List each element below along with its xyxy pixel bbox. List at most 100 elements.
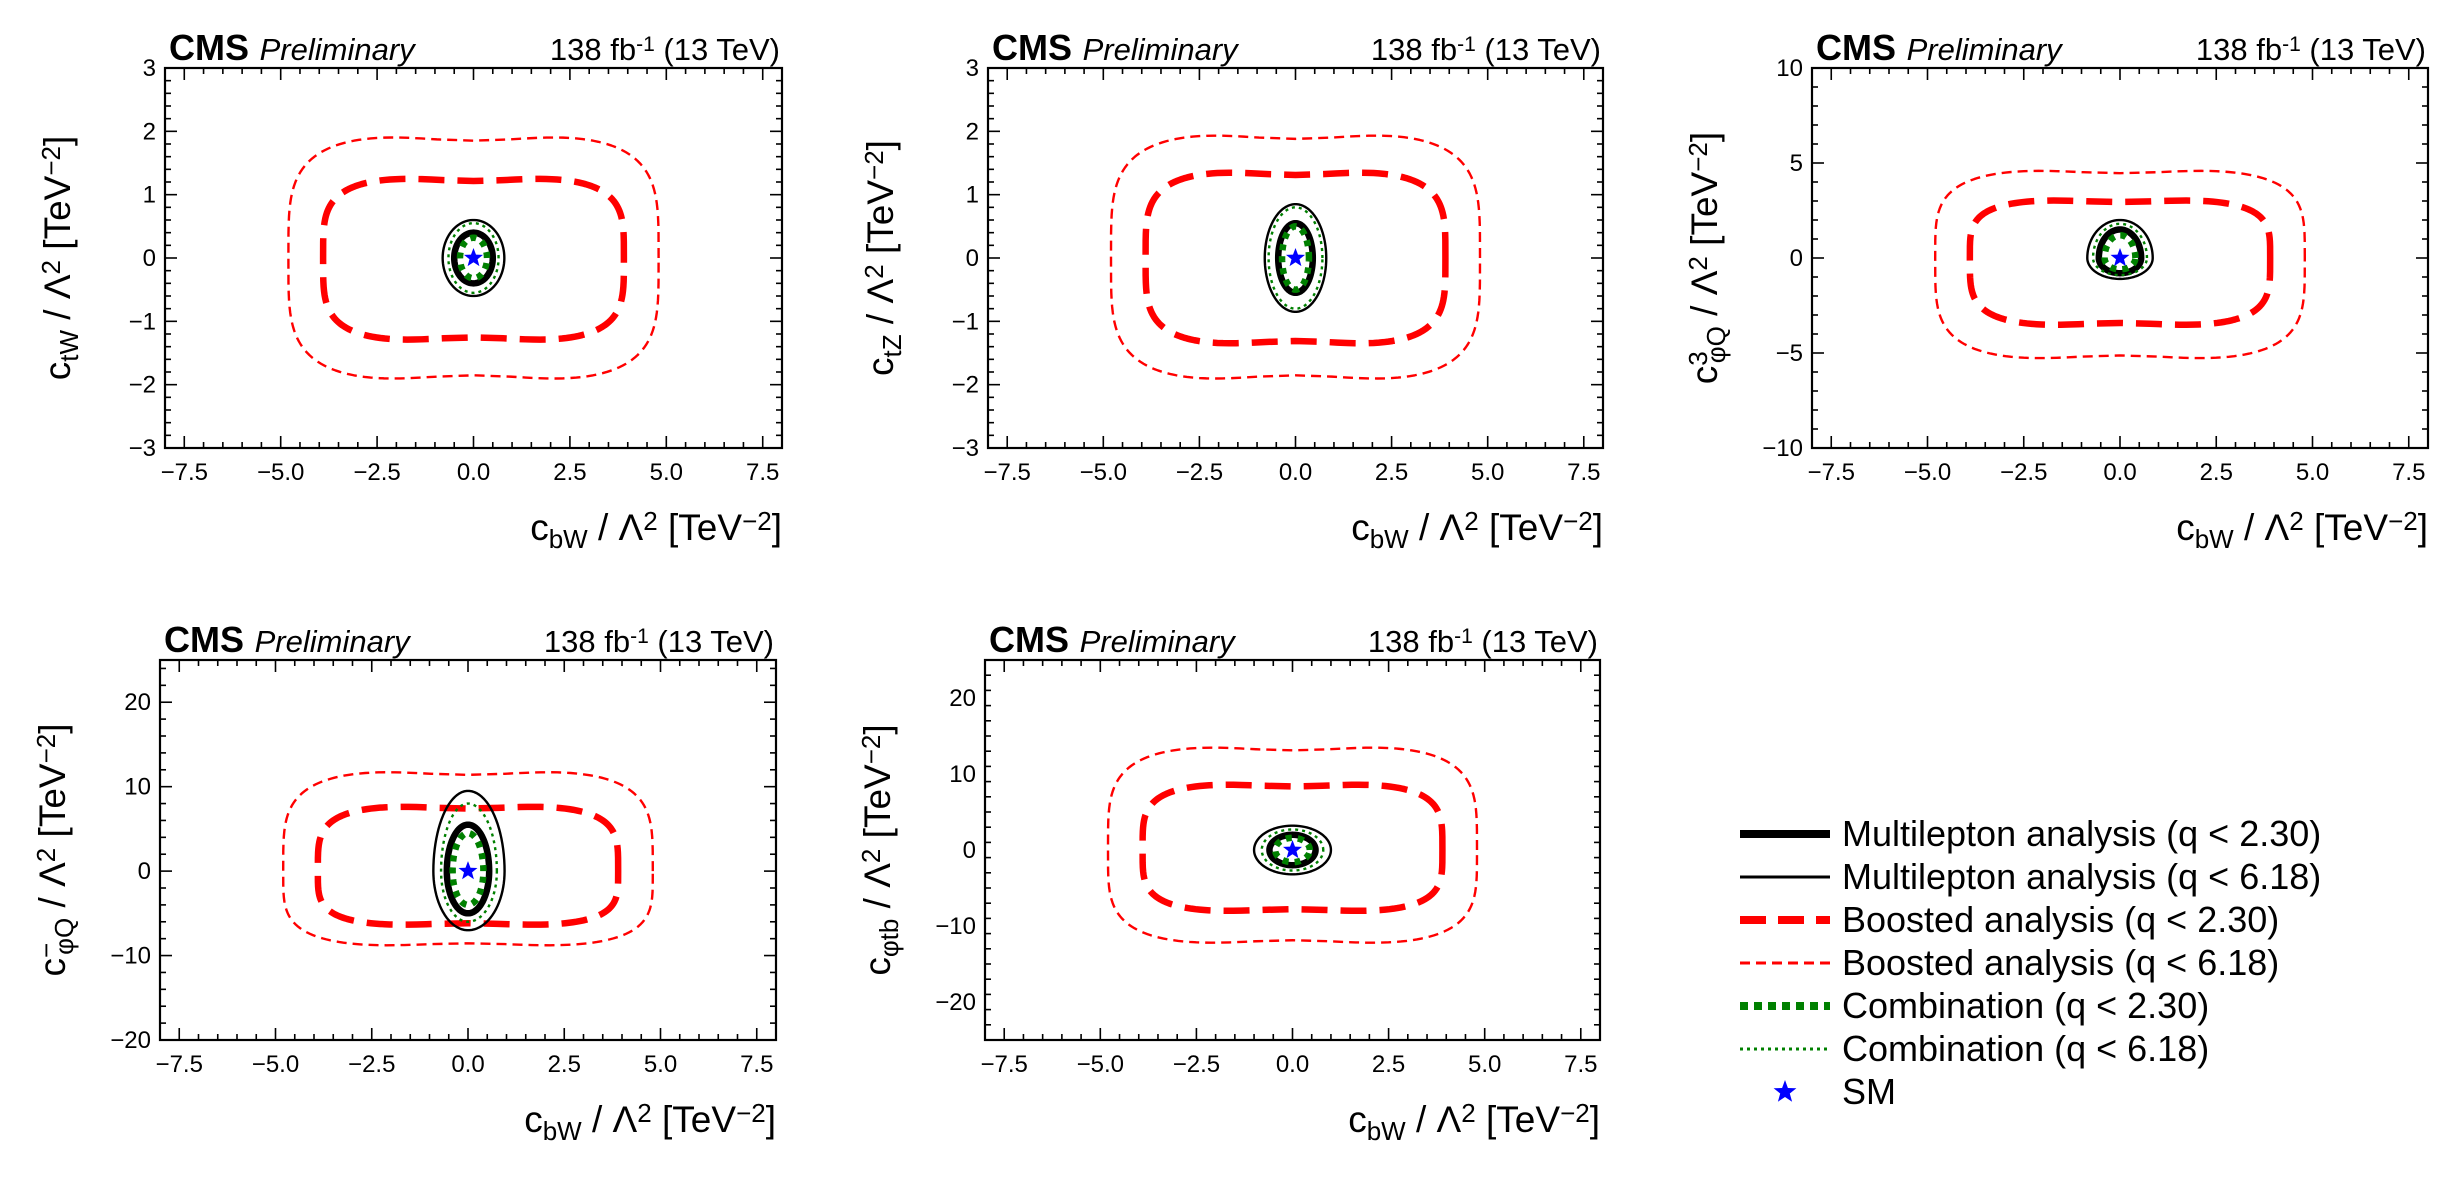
x-tick-label: −5.0 — [1080, 459, 1127, 486]
contour-combination-95 — [447, 221, 500, 295]
y-tick-label: −10 — [1762, 435, 1803, 462]
y-tick-label: 5 — [1790, 150, 1803, 177]
luminosity-label: 138 fb-1 (13 TeV) — [544, 624, 774, 659]
x-tick-label: 7.5 — [2392, 459, 2425, 486]
y-axis-label: ctW / Λ2 [TeV−2] — [36, 136, 84, 381]
sm-star-marker — [464, 248, 483, 267]
legend-label: Multilepton analysis (q < 2.30) — [1842, 813, 2321, 854]
contour-combination-95 — [439, 802, 499, 923]
chart-panel-5: −7.5 −5.0 −2.5 0.0 2.5 5.0 7.5 −20 −10 0 10 20 CMS P… — [856, 619, 1602, 1146]
contours — [1106, 746, 1479, 944]
contour-boosted-68 — [314, 803, 622, 928]
contour-boosted-95 — [287, 136, 660, 380]
x-tick-label: −7.5 — [156, 1051, 203, 1078]
experiment-label: CMS Preliminary — [169, 27, 417, 68]
y-tick-label: −2 — [129, 372, 156, 399]
y-tick-label: 0 — [1790, 245, 1803, 272]
sm-star-marker — [2110, 248, 2130, 267]
y-tick-label: 20 — [949, 685, 976, 712]
y-tick-label: 2 — [143, 118, 156, 145]
y-tick-label: −20 — [110, 1027, 151, 1054]
x-tick-label: 2.5 — [1375, 459, 1408, 486]
x-tick-label: 5.0 — [2296, 459, 2329, 486]
legend-entry-boosted-68: Boosted analysis (q < 2.30) — [1740, 899, 2279, 940]
y-tick-label: −3 — [952, 435, 979, 462]
x-tick-label: 2.5 — [548, 1051, 581, 1078]
x-tick-label: 2.5 — [2200, 459, 2233, 486]
chart-panel-3: −7.5 −5.0 −2.5 0.0 2.5 5.0 7.5 −10 −5 0 5 10 CMS Pre… — [1683, 27, 2430, 554]
y-tick-label: 1 — [966, 182, 979, 209]
legend-entry-multilepton-68: Multilepton analysis (q < 2.30) — [1740, 813, 2321, 854]
x-tick-label: 7.5 — [746, 459, 779, 486]
x-tick-label: 7.5 — [1567, 459, 1600, 486]
legend-label: Multilepton analysis (q < 6.18) — [1842, 856, 2321, 897]
legend-entry-combination-68: Combination (q < 2.30) — [1740, 985, 2209, 1026]
x-tick-label: −5.0 — [252, 1051, 299, 1078]
x-tick-label: −2.5 — [353, 459, 400, 486]
legend-entry-multilepton-95: Multilepton analysis (q < 6.18) — [1740, 856, 2321, 897]
contour-multilepton-68 — [450, 229, 497, 287]
legend: Multilepton analysis (q < 2.30)Multilept… — [1740, 813, 2321, 1112]
y-tick-label: −5 — [1776, 340, 1803, 367]
legend-label: SM — [1842, 1071, 1896, 1112]
contours — [1934, 169, 2306, 360]
x-tick-label: −7.5 — [161, 459, 208, 486]
x-tick-label: 5.0 — [644, 1051, 677, 1078]
x-tick-label: −2.5 — [1176, 459, 1223, 486]
x-tick-label: −7.5 — [1808, 459, 1855, 486]
contour-combination-68 — [449, 829, 487, 909]
contour-combination-68 — [2101, 231, 2139, 273]
plot-frame — [158, 658, 778, 1042]
sm-star-marker — [458, 861, 478, 880]
y-tick-label: 3 — [143, 55, 156, 82]
contour-boosted-95 — [282, 771, 654, 947]
luminosity-label: 138 fb-1 (13 TeV) — [550, 32, 780, 67]
x-tick-label: 7.5 — [1564, 1051, 1597, 1078]
luminosity-label: 138 fb-1 (13 TeV) — [2196, 32, 2426, 67]
chart-panel-1: −7.5 −5.0 −2.5 0.0 2.5 5.0 7.5 −3 −2 −1 0 1 2 3 CMS Pr… — [36, 27, 784, 554]
y-tick-label: −1 — [952, 308, 979, 335]
contour-combination-68 — [456, 234, 491, 282]
x-tick-label: 0.0 — [1276, 1051, 1309, 1078]
x-axis-label: cbW / Λ2 [TeV−2] — [2176, 506, 2428, 554]
luminosity-label: 138 fb-1 (13 TeV) — [1368, 624, 1598, 659]
y-tick-label: 2 — [966, 118, 979, 145]
x-tick-label: 0.0 — [451, 1051, 484, 1078]
contour-multilepton-95 — [441, 218, 506, 298]
contour-boosted-95 — [1109, 134, 1482, 380]
y-axis-label: ctZ / Λ2 [TeV−2] — [859, 140, 907, 376]
x-tick-label: −7.5 — [984, 459, 1031, 486]
contour-multilepton-95 — [2086, 218, 2154, 281]
experiment-label: CMS Preliminary — [989, 619, 1237, 660]
chart-panel-4: −7.5 −5.0 −2.5 0.0 2.5 5.0 7.5 −20 −10 0 10 20 CMS P… — [31, 619, 778, 1146]
x-tick-label: −2.5 — [348, 1051, 395, 1078]
contour-boosted-68 — [319, 175, 628, 343]
x-tick-label: 0.0 — [1279, 459, 1312, 486]
contours — [282, 771, 654, 947]
experiment-label: CMS Preliminary — [992, 27, 1240, 68]
y-axis-label: cφtb / Λ2 [TeV−2] — [856, 724, 904, 975]
y-tick-label: 1 — [143, 182, 156, 209]
contour-combination-68 — [1278, 223, 1313, 293]
y-tick-label: −20 — [935, 989, 976, 1016]
x-tick-label: 2.5 — [553, 459, 586, 486]
y-tick-label: −10 — [935, 913, 976, 940]
x-axis-label: cbW / Λ2 [TeV−2] — [530, 506, 782, 554]
y-tick-label: 10 — [949, 761, 976, 788]
contour-boosted-95 — [1934, 169, 2306, 360]
legend-label: Boosted analysis (q < 6.18) — [1842, 942, 2279, 983]
y-tick-label: 0 — [963, 837, 976, 864]
contour-boosted-68 — [1142, 169, 1449, 347]
x-tick-label: 2.5 — [1372, 1051, 1405, 1078]
contours — [1109, 134, 1482, 380]
legend-label: Combination (q < 6.18) — [1842, 1028, 2209, 1069]
x-tick-label: −7.5 — [981, 1051, 1028, 1078]
x-tick-label: 5.0 — [1468, 1051, 1501, 1078]
y-tick-label: −10 — [110, 943, 151, 970]
x-tick-label: −2.5 — [2000, 459, 2047, 486]
legend-star-marker — [1773, 1080, 1797, 1102]
contour-boosted-68 — [1139, 781, 1446, 915]
y-tick-label: 0 — [143, 245, 156, 272]
contours — [287, 136, 660, 380]
